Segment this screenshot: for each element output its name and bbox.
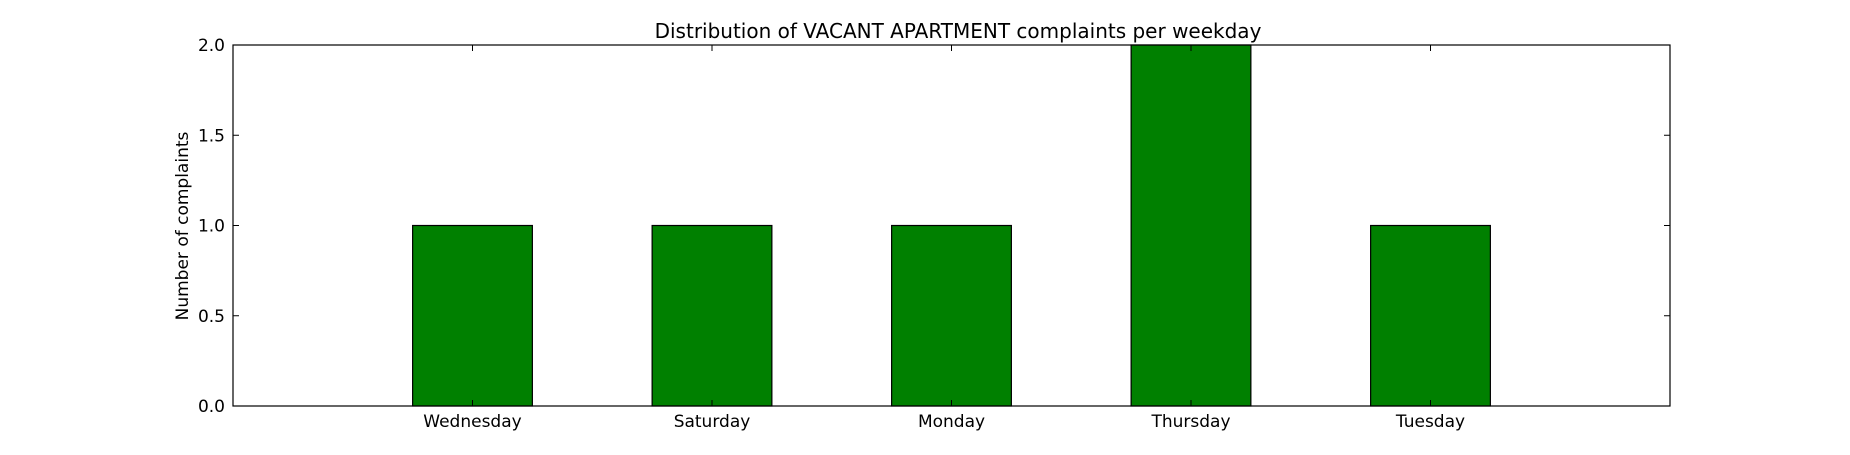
x-tick-label: Thursday — [1150, 412, 1230, 432]
x-tick-label: Monday — [918, 412, 985, 432]
y-tick-label: 2.0 — [198, 36, 225, 56]
bar-wednesday — [412, 224, 533, 407]
y-tick-label: 1.0 — [198, 217, 225, 237]
y-axis-label: Number of complaints — [173, 131, 193, 320]
x-tick-label: Tuesday — [1395, 412, 1465, 432]
bar-thursday — [1130, 44, 1252, 407]
bars-layer — [412, 44, 1491, 407]
bar-tuesday — [1370, 224, 1491, 407]
chart-title: Distribution of VACANT APARTMENT complai… — [655, 19, 1262, 43]
bar-saturday — [651, 224, 773, 407]
y-tick-label: 0.0 — [198, 397, 225, 417]
x-tick-label: Saturday — [674, 412, 751, 432]
y-tick-label: 1.5 — [198, 126, 225, 146]
ticks-layer: Wednesday Saturday Monday Thursday Tuesday 0.… — [198, 36, 1670, 432]
bar-monday — [891, 224, 1012, 407]
plot-frame — [232, 44, 1671, 407]
x-tick-label: Wednesday — [423, 412, 521, 432]
y-tick-label: 0.5 — [198, 307, 225, 327]
